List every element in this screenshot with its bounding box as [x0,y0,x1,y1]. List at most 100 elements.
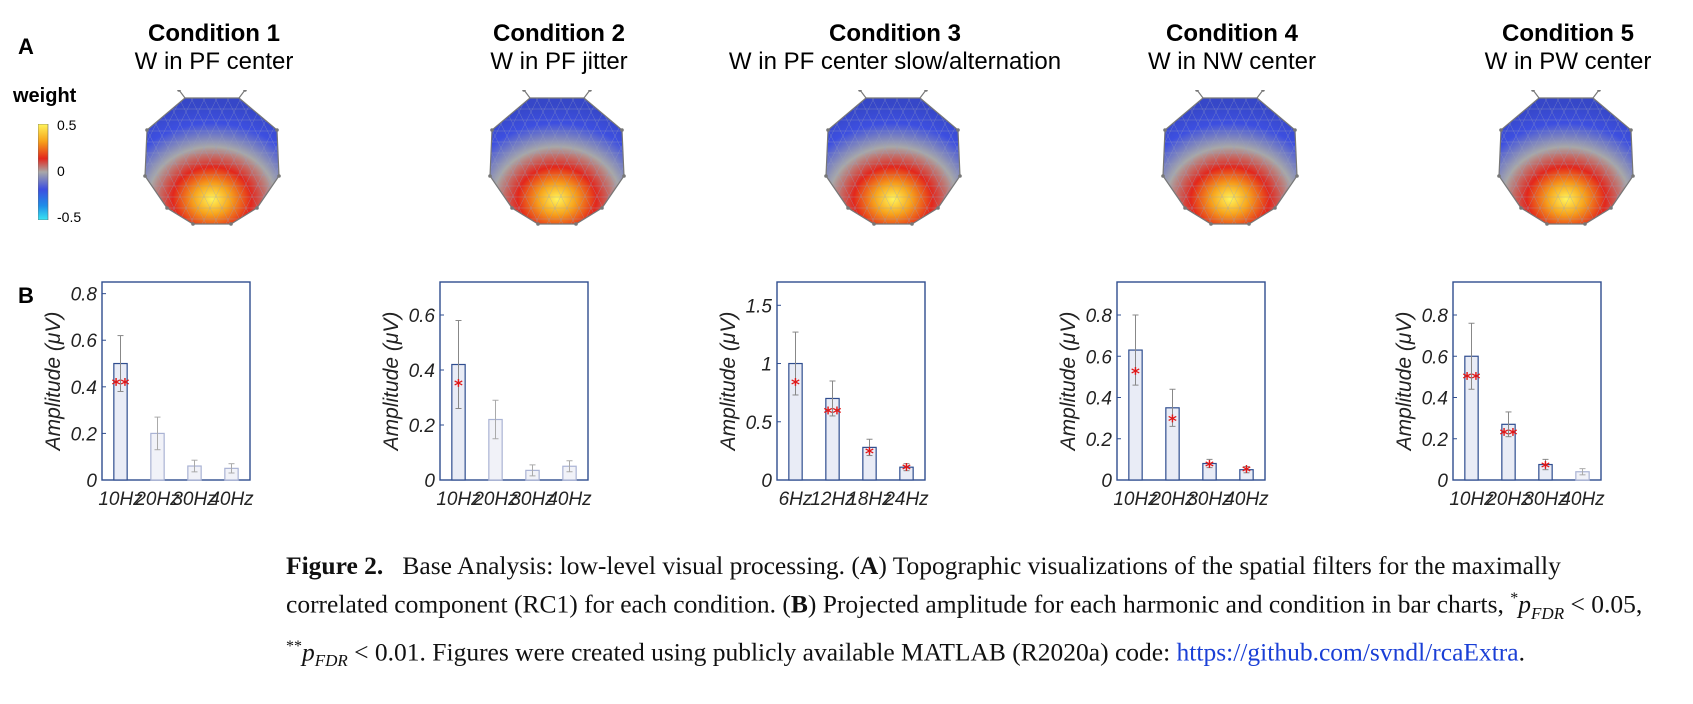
error-bar [1579,468,1586,476]
bar-chart-1: 0 0.2 0.4 0.6 0.8 Amplitude (μV) ** 10Hz20Hz30H… [42,281,254,510]
y-axis-label: Amplitude (μV) [380,312,403,453]
y-tick-label: 0.4 [1086,389,1112,410]
y-tick-label: 0.5 [746,413,773,434]
topo-map-4 [1161,90,1299,226]
code-repository-link[interactable]: https://github.com/svndl/rcaExtra [1176,637,1519,667]
y-tick-label: 0.2 [71,424,98,445]
condition-title: Condition 2 [493,20,625,47]
error-bar [1468,322,1475,390]
plot-frame [1452,281,1602,481]
condition-title: Condition 3 [829,20,961,47]
scalp-surface [1163,98,1297,224]
caption-text-3: ) Projected amplitude for each harmonic … [807,589,1511,619]
condition-title: Condition 4 [1166,20,1298,47]
error-bar [1542,458,1549,471]
y-axis-label: Amplitude (μV) [42,312,65,453]
x-tick-label: 20Hz [1485,489,1531,510]
y-tick-label: 1.5 [746,296,773,317]
error-bar [1169,388,1176,427]
x-tick-label: 18Hz [847,489,892,510]
x-tick-label: 10Hz [1449,489,1494,510]
bar-chart-3: 0 0.5 1 1.5 Amplitude (μV) * 6Hz ** 12Hz * 18Hz * 24… [717,281,929,510]
caption-text-1: Base Analysis: low-level visual processi… [402,551,860,580]
error-bar [1206,458,1213,469]
bar-chart-5: 0 0.2 0.4 0.6 0.8 Amplitude (μV) ** 10Hz ** 20Hz *… [1393,281,1605,510]
condition-3-header: Condition 3 W in PF center slow/alternat… [725,20,1065,76]
x-tick-label: 40Hz [1224,489,1269,510]
condition-title: Condition 1 [148,20,280,47]
y-tick-label: 0.2 [1422,430,1449,451]
y-tick-label: 0.4 [409,361,435,382]
error-bar [154,416,161,451]
caption-label-b: B [790,589,808,619]
figure-label: Figure 2. [286,551,384,580]
error-bar [455,320,462,409]
error-bar [1243,466,1250,474]
condition-4-header: Condition 4 W in NW center [1062,20,1402,76]
y-tick-label: 0.6 [1422,347,1449,368]
error-bar [792,331,799,396]
x-tick-label: 40Hz [209,489,254,510]
error-bar [829,380,836,417]
scalp-surface [1499,98,1633,224]
significance-marker: * [454,376,463,396]
error-bar [117,335,124,392]
significance-marker: * [865,444,874,464]
condition-title: Condition 5 [1502,20,1634,47]
caption-cmp-1: < 0.05, [1564,589,1643,619]
error-bar [228,463,235,474]
y-tick-label: 0.8 [1086,306,1113,327]
colorbar [38,124,49,220]
caption-sub-1: FDR [1531,603,1565,623]
y-tick-label: 0 [1101,471,1112,492]
x-tick-label: 6Hz [779,489,813,510]
y-axis-label: Amplitude (μV) [1057,312,1080,453]
y-tick-label: 0.2 [409,416,436,437]
error-bar [1505,411,1512,438]
significance-marker: ** [824,404,842,424]
x-tick-label: 12Hz [810,489,855,510]
x-tick-label: 30Hz [1187,489,1232,510]
plot-frame [439,281,589,481]
error-bar [492,399,499,440]
y-tick-label: 0 [1437,471,1448,492]
bar-chart-2: 0 0.2 0.4 0.6 Amplitude (μV) * 10Hz20Hz30Hz40H… [380,281,592,510]
panel-label-b: B [18,283,34,308]
condition-subtitle: W in PF center slow/alternation [728,48,1062,75]
error-bar [866,438,873,457]
error-bar [1132,314,1139,386]
condition-1-header: Condition 1 W in PF center [44,20,384,76]
plot-frame [776,281,926,481]
y-tick-label: 0.6 [71,331,98,352]
plot-frame [101,281,251,481]
y-tick-label: 0.6 [1086,347,1113,368]
y-tick-label: 0.2 [1086,430,1113,451]
significance-marker: * [791,375,800,395]
x-tick-label: 24Hz [883,489,929,510]
error-bar [191,459,198,473]
panel-label-a: A [18,34,34,59]
condition-subtitle: W in PF jitter [490,48,628,75]
x-tick-label: 40Hz [1560,489,1605,510]
x-tick-label: 20Hz [134,489,180,510]
topo-map-2 [488,90,626,226]
y-tick-label: 0 [86,471,97,492]
y-tick-label: 0.8 [1422,306,1449,327]
figure-caption: Figure 2. Base Analysis: low-level visua… [286,549,1666,677]
x-tick-label: 20Hz [472,489,518,510]
caption-star-2: ** [286,637,302,655]
significance-marker: ** [112,375,130,395]
significance-marker: ** [1463,370,1481,390]
colorbar-gradient [38,124,49,220]
error-bar [529,464,536,477]
x-tick-label: 10Hz [98,489,143,510]
condition-subtitle: W in NW center [1147,48,1317,75]
x-tick-label: 10Hz [1113,489,1158,510]
significance-marker: * [1205,457,1214,477]
scalp-surface [490,98,624,224]
caption-star-1: * [1510,590,1519,607]
x-tick-label: 40Hz [547,489,592,510]
y-axis-label: Amplitude (μV) [717,312,740,453]
significance-marker: * [1541,458,1550,478]
significance-marker: * [902,460,911,480]
